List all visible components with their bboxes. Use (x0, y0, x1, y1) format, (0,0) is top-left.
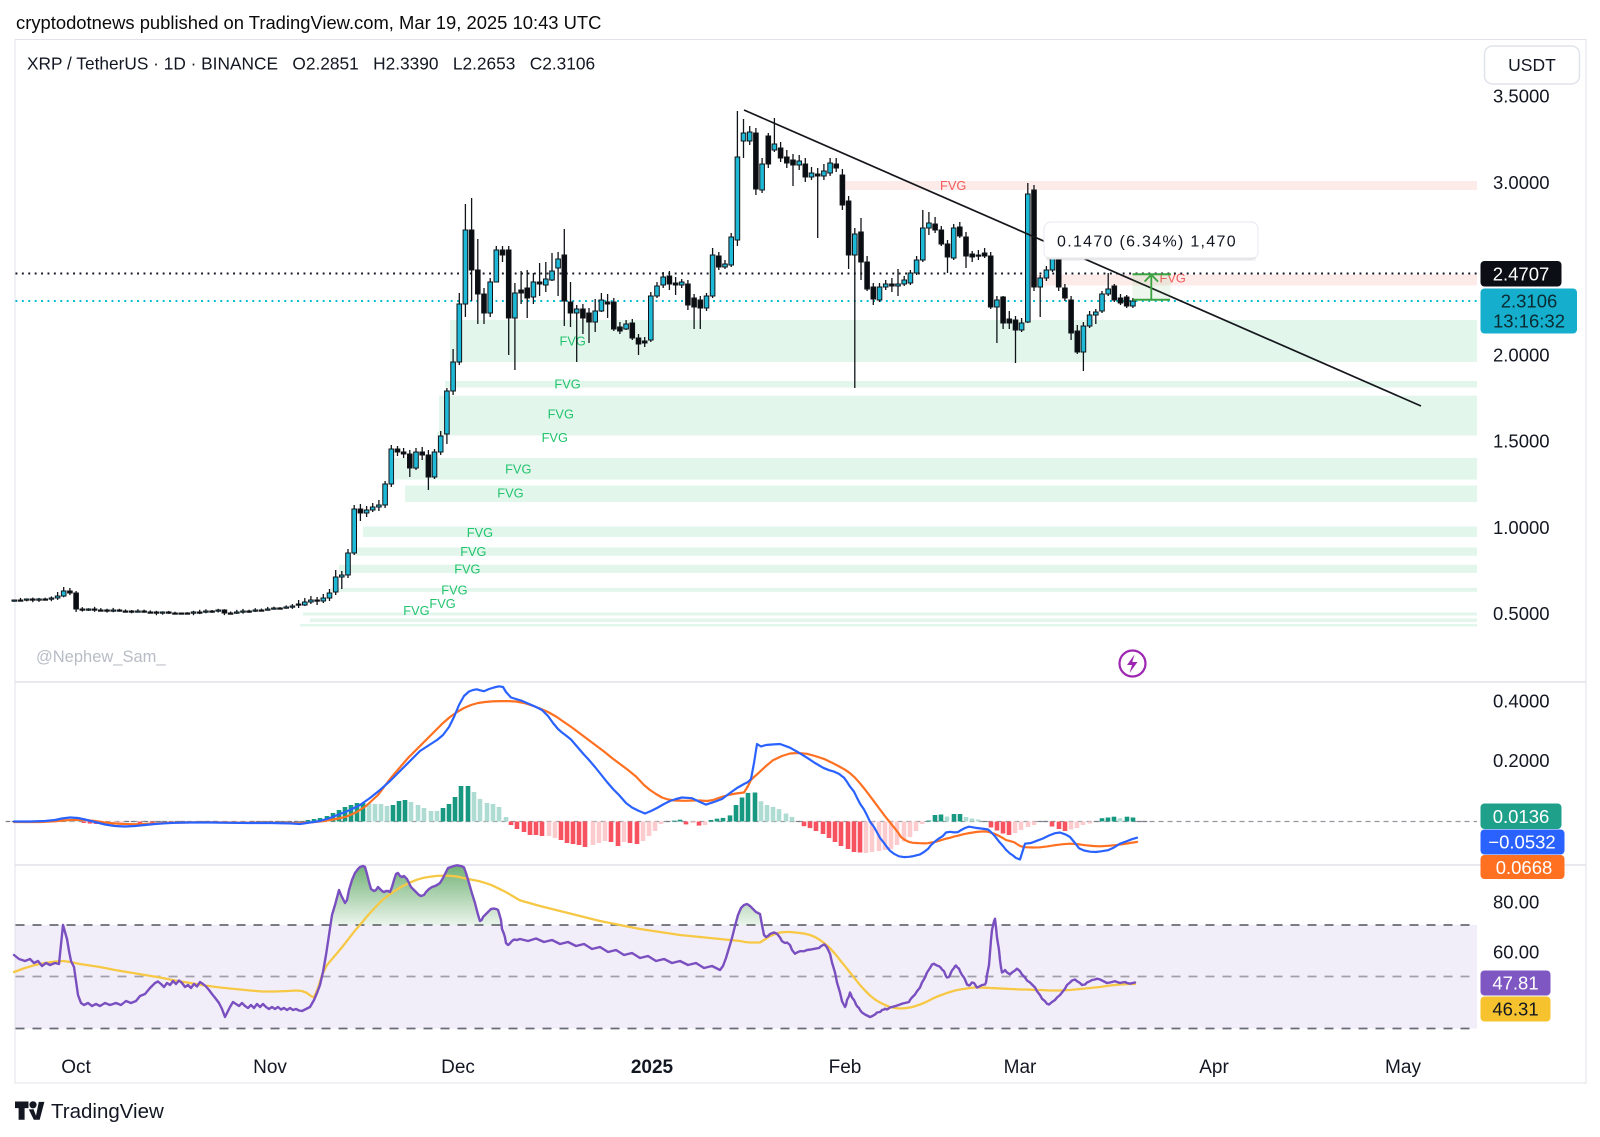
svg-text:FVG: FVG (497, 485, 523, 500)
svg-text:Apr: Apr (1199, 1057, 1229, 1078)
svg-text:1.5000: 1.5000 (1493, 431, 1550, 452)
svg-text:46.31: 46.31 (1492, 999, 1538, 1020)
svg-text:@Nephew_Sam_: @Nephew_Sam_ (36, 648, 166, 666)
svg-text:Feb: Feb (829, 1057, 862, 1078)
svg-text:80.00: 80.00 (1493, 892, 1539, 913)
svg-text:3.5000: 3.5000 (1493, 86, 1550, 107)
svg-text:2.4707: 2.4707 (1493, 263, 1550, 284)
svg-text:0.4000: 0.4000 (1493, 691, 1550, 712)
svg-text:Dec: Dec (441, 1057, 475, 1078)
svg-text:0.1470 (6.34%) 1,470: 0.1470 (6.34%) 1,470 (1057, 234, 1237, 251)
svg-text:FVG: FVG (467, 525, 493, 540)
svg-text:FVG: FVG (429, 596, 455, 611)
svg-text:May: May (1385, 1057, 1421, 1078)
svg-text:1.0000: 1.0000 (1493, 517, 1550, 538)
svg-text:60.00: 60.00 (1493, 942, 1539, 963)
svg-text:FVG: FVG (454, 562, 480, 577)
svg-text:47.81: 47.81 (1492, 973, 1538, 994)
svg-text:2025: 2025 (631, 1057, 674, 1078)
svg-text:0.0668: 0.0668 (1496, 857, 1553, 878)
svg-text:0.5000: 0.5000 (1493, 603, 1550, 624)
svg-text:TradingView: TradingView (51, 1100, 164, 1123)
svg-text:XRP / TetherUS · 1D · BINANCE: XRP / TetherUS · 1D · BINANCE O2.2851 H2… (27, 54, 595, 74)
svg-text:0.2000: 0.2000 (1493, 750, 1550, 771)
svg-text:13:16:32: 13:16:32 (1493, 311, 1565, 332)
svg-text:FVG: FVG (554, 376, 580, 391)
svg-text:FVG: FVG (403, 603, 429, 618)
svg-text:cryptodotnews published on Tra: cryptodotnews published on TradingView.c… (16, 12, 601, 33)
svg-text:3.0000: 3.0000 (1493, 172, 1550, 193)
svg-text:2.0000: 2.0000 (1493, 345, 1550, 366)
svg-text:−0.0532: −0.0532 (1488, 831, 1555, 852)
svg-text:USDT: USDT (1508, 55, 1556, 75)
svg-text:Oct: Oct (61, 1057, 91, 1078)
svg-text:Mar: Mar (1004, 1057, 1037, 1078)
svg-text:FVG: FVG (441, 583, 467, 598)
svg-text:FVG: FVG (542, 430, 568, 445)
svg-text:0.0136: 0.0136 (1493, 806, 1550, 827)
svg-text:2.3106: 2.3106 (1501, 291, 1558, 312)
svg-text:FVG: FVG (548, 407, 574, 422)
svg-text:FVG: FVG (560, 334, 586, 349)
svg-text:FVG: FVG (460, 544, 486, 559)
svg-text:FVG: FVG (505, 461, 531, 476)
svg-text:FVG: FVG (940, 178, 966, 193)
svg-text:Nov: Nov (253, 1057, 287, 1078)
